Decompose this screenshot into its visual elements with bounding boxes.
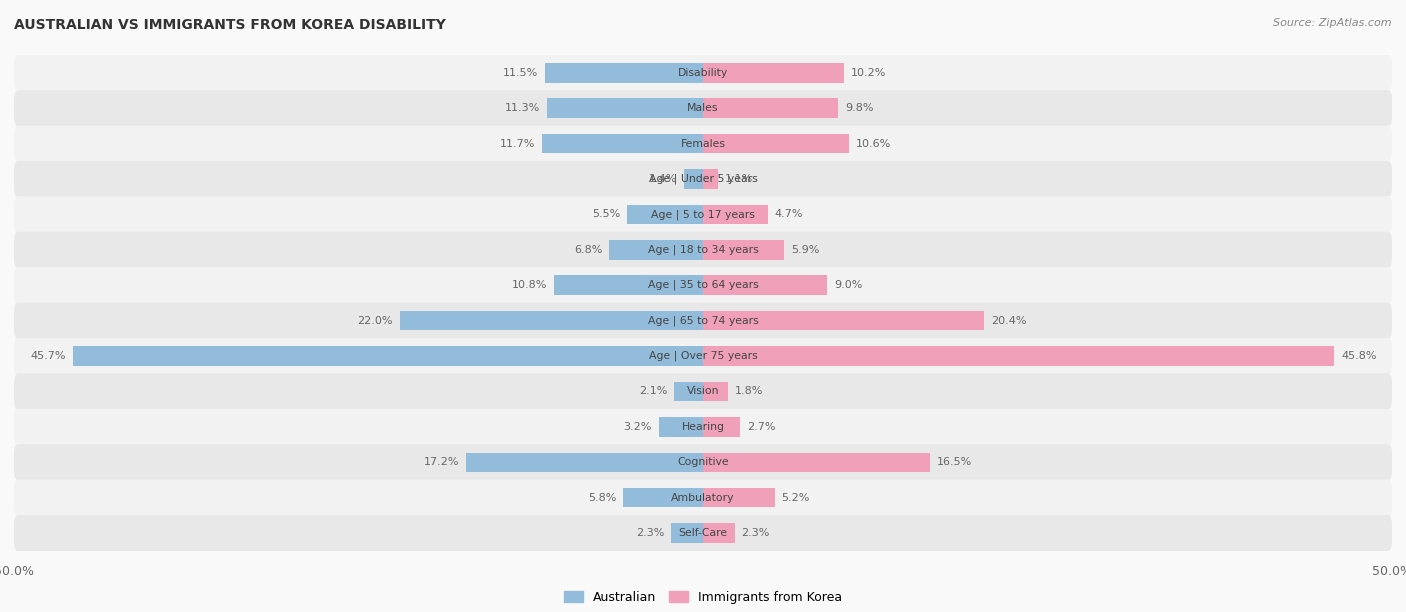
Text: Age | Under 5 years: Age | Under 5 years — [648, 174, 758, 184]
Text: Self-Care: Self-Care — [679, 528, 727, 538]
Bar — [703, 417, 740, 436]
Text: Age | 65 to 74 years: Age | 65 to 74 years — [648, 315, 758, 326]
Text: Age | 5 to 17 years: Age | 5 to 17 years — [651, 209, 755, 220]
Bar — [554, 275, 703, 295]
Text: 5.9%: 5.9% — [792, 245, 820, 255]
Text: 11.5%: 11.5% — [502, 68, 537, 78]
Bar — [465, 452, 703, 472]
Bar — [703, 275, 827, 295]
Bar — [659, 417, 703, 436]
Text: 9.0%: 9.0% — [834, 280, 862, 290]
Text: 5.8%: 5.8% — [588, 493, 616, 502]
FancyBboxPatch shape — [14, 409, 1392, 445]
FancyBboxPatch shape — [14, 302, 1392, 338]
Bar — [703, 99, 838, 118]
FancyBboxPatch shape — [14, 444, 1392, 480]
Text: 20.4%: 20.4% — [991, 316, 1026, 326]
FancyBboxPatch shape — [14, 196, 1392, 233]
Bar — [703, 382, 728, 401]
Text: 11.7%: 11.7% — [499, 138, 534, 149]
Bar — [683, 170, 703, 188]
Bar — [703, 311, 984, 330]
Text: 10.2%: 10.2% — [851, 68, 886, 78]
Text: 4.7%: 4.7% — [775, 209, 803, 220]
Text: 2.1%: 2.1% — [638, 386, 668, 397]
FancyBboxPatch shape — [14, 90, 1392, 126]
Text: Ambulatory: Ambulatory — [671, 493, 735, 502]
Bar — [627, 204, 703, 224]
Text: Vision: Vision — [686, 386, 720, 397]
Text: 11.3%: 11.3% — [505, 103, 540, 113]
FancyBboxPatch shape — [14, 338, 1392, 374]
Bar — [73, 346, 703, 366]
Bar — [703, 134, 849, 154]
Text: Age | 35 to 64 years: Age | 35 to 64 years — [648, 280, 758, 291]
Bar — [609, 240, 703, 259]
Text: 5.5%: 5.5% — [592, 209, 620, 220]
Bar — [703, 488, 775, 507]
Text: Cognitive: Cognitive — [678, 457, 728, 468]
Bar — [703, 240, 785, 259]
Bar — [703, 452, 931, 472]
Bar — [547, 99, 703, 118]
Bar — [703, 204, 768, 224]
Text: 2.3%: 2.3% — [636, 528, 665, 538]
Text: 1.4%: 1.4% — [648, 174, 676, 184]
Text: 10.6%: 10.6% — [856, 138, 891, 149]
Text: 9.8%: 9.8% — [845, 103, 873, 113]
Text: Source: ZipAtlas.com: Source: ZipAtlas.com — [1274, 18, 1392, 28]
Text: Age | Over 75 years: Age | Over 75 years — [648, 351, 758, 361]
FancyBboxPatch shape — [14, 125, 1392, 162]
Text: 45.8%: 45.8% — [1341, 351, 1376, 361]
Text: 50.0%: 50.0% — [1372, 565, 1406, 578]
Bar — [703, 170, 718, 188]
Text: 17.2%: 17.2% — [423, 457, 460, 468]
Bar — [399, 311, 703, 330]
FancyBboxPatch shape — [14, 267, 1392, 304]
Text: 50.0%: 50.0% — [0, 565, 34, 578]
Text: 1.1%: 1.1% — [725, 174, 754, 184]
Text: Disability: Disability — [678, 68, 728, 78]
Text: 16.5%: 16.5% — [938, 457, 973, 468]
Bar — [673, 382, 703, 401]
Bar — [703, 63, 844, 83]
FancyBboxPatch shape — [14, 515, 1392, 551]
Text: 45.7%: 45.7% — [31, 351, 66, 361]
Bar — [544, 63, 703, 83]
Text: 5.2%: 5.2% — [782, 493, 810, 502]
Text: Hearing: Hearing — [682, 422, 724, 432]
Text: 10.8%: 10.8% — [512, 280, 547, 290]
Text: Age | 18 to 34 years: Age | 18 to 34 years — [648, 245, 758, 255]
Text: 22.0%: 22.0% — [357, 316, 392, 326]
Bar — [541, 134, 703, 154]
Text: AUSTRALIAN VS IMMIGRANTS FROM KOREA DISABILITY: AUSTRALIAN VS IMMIGRANTS FROM KOREA DISA… — [14, 18, 446, 32]
Text: 2.3%: 2.3% — [741, 528, 770, 538]
Text: Females: Females — [681, 138, 725, 149]
FancyBboxPatch shape — [14, 480, 1392, 516]
FancyBboxPatch shape — [14, 232, 1392, 268]
Text: 1.8%: 1.8% — [735, 386, 763, 397]
Text: Males: Males — [688, 103, 718, 113]
FancyBboxPatch shape — [14, 54, 1392, 91]
Legend: Australian, Immigrants from Korea: Australian, Immigrants from Korea — [560, 586, 846, 609]
FancyBboxPatch shape — [14, 161, 1392, 197]
Bar — [671, 523, 703, 543]
FancyBboxPatch shape — [14, 373, 1392, 409]
Text: 3.2%: 3.2% — [624, 422, 652, 432]
Bar — [623, 488, 703, 507]
Bar — [703, 346, 1334, 366]
Text: 6.8%: 6.8% — [574, 245, 602, 255]
Bar — [703, 523, 735, 543]
Text: 2.7%: 2.7% — [747, 422, 776, 432]
